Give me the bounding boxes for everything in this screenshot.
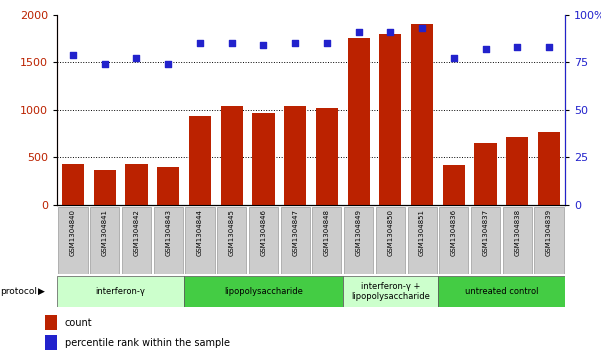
Text: GSM1304846: GSM1304846 bbox=[260, 209, 266, 256]
Point bbox=[354, 29, 364, 34]
Text: GSM1304851: GSM1304851 bbox=[419, 209, 425, 256]
Text: count: count bbox=[65, 318, 92, 327]
Bar bbox=[126, 164, 148, 205]
Text: GSM1304844: GSM1304844 bbox=[197, 209, 203, 256]
Bar bbox=[376, 207, 405, 274]
Bar bbox=[471, 207, 500, 274]
Point bbox=[195, 40, 205, 46]
Text: GSM1304840: GSM1304840 bbox=[70, 209, 76, 256]
Bar bbox=[217, 207, 246, 274]
Bar bbox=[438, 276, 565, 307]
Text: GSM1304842: GSM1304842 bbox=[133, 209, 139, 256]
Bar bbox=[184, 276, 343, 307]
Bar bbox=[439, 207, 468, 274]
Text: percentile rank within the sample: percentile rank within the sample bbox=[65, 338, 230, 347]
Text: GSM1304838: GSM1304838 bbox=[514, 209, 520, 256]
Text: GSM1304843: GSM1304843 bbox=[165, 209, 171, 256]
Bar bbox=[45, 335, 57, 350]
Text: untreated control: untreated control bbox=[465, 287, 538, 296]
Text: ▶: ▶ bbox=[38, 287, 44, 296]
Bar bbox=[534, 207, 564, 274]
Text: GSM1304847: GSM1304847 bbox=[292, 209, 298, 256]
Text: GSM1304849: GSM1304849 bbox=[356, 209, 362, 256]
Bar bbox=[281, 207, 310, 274]
Text: protocol: protocol bbox=[1, 287, 38, 296]
Bar bbox=[443, 165, 465, 205]
Bar bbox=[538, 132, 560, 205]
Bar bbox=[62, 164, 84, 205]
Text: GSM1304841: GSM1304841 bbox=[102, 209, 108, 256]
Bar bbox=[506, 137, 528, 205]
Point bbox=[449, 56, 459, 61]
Bar bbox=[347, 38, 370, 205]
Bar bbox=[45, 315, 57, 330]
Bar bbox=[157, 167, 179, 205]
Bar bbox=[252, 113, 275, 205]
Point bbox=[322, 40, 332, 46]
Bar bbox=[379, 33, 401, 205]
Point bbox=[513, 44, 522, 50]
Text: GSM1304848: GSM1304848 bbox=[324, 209, 330, 256]
Bar bbox=[221, 106, 243, 205]
Point bbox=[163, 61, 173, 67]
Point bbox=[481, 46, 490, 52]
Bar bbox=[57, 276, 184, 307]
Bar bbox=[502, 207, 532, 274]
Bar bbox=[90, 207, 120, 274]
Point bbox=[417, 25, 427, 31]
Bar bbox=[154, 207, 183, 274]
Text: GSM1304836: GSM1304836 bbox=[451, 209, 457, 256]
Text: GSM1304850: GSM1304850 bbox=[388, 209, 394, 256]
Bar bbox=[344, 207, 373, 274]
Bar bbox=[474, 143, 496, 205]
Point bbox=[100, 61, 109, 67]
Bar bbox=[94, 170, 116, 205]
Point bbox=[386, 29, 395, 34]
Text: lipopolysaccharide: lipopolysaccharide bbox=[224, 287, 303, 296]
Text: GSM1304839: GSM1304839 bbox=[546, 209, 552, 256]
Text: interferon-γ: interferon-γ bbox=[96, 287, 145, 296]
Bar bbox=[122, 207, 151, 274]
Point bbox=[132, 56, 141, 61]
Text: GSM1304837: GSM1304837 bbox=[483, 209, 489, 256]
Text: GSM1304845: GSM1304845 bbox=[228, 209, 234, 256]
Bar bbox=[313, 207, 341, 274]
Bar bbox=[284, 106, 307, 205]
Bar bbox=[343, 276, 438, 307]
Bar bbox=[185, 207, 215, 274]
Bar bbox=[189, 116, 211, 205]
Bar bbox=[58, 207, 88, 274]
Point bbox=[68, 52, 78, 57]
Point bbox=[258, 42, 268, 48]
Point bbox=[545, 44, 554, 50]
Point bbox=[290, 40, 300, 46]
Bar bbox=[249, 207, 278, 274]
Bar bbox=[316, 108, 338, 205]
Text: interferon-γ +
lipopolysaccharide: interferon-γ + lipopolysaccharide bbox=[351, 282, 430, 301]
Bar bbox=[407, 207, 437, 274]
Bar bbox=[411, 24, 433, 205]
Point bbox=[227, 40, 236, 46]
